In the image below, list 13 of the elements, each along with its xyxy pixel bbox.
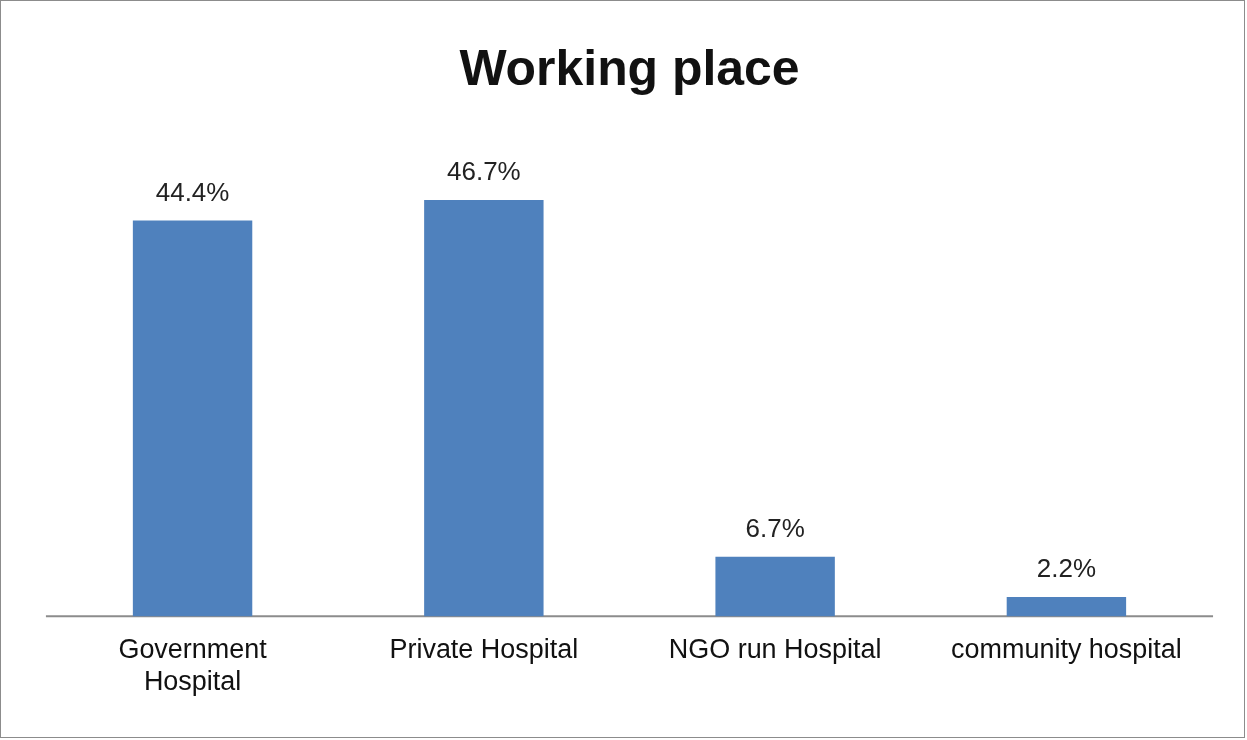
data-label: 44.4% [155, 177, 230, 206]
x-tick-label: NGO run Hospital [668, 634, 882, 665]
chart-title: Working place [459, 39, 800, 96]
x-tick-label: community hospital [951, 634, 1182, 665]
bar [424, 199, 544, 617]
data-label: 2.2% [1036, 554, 1096, 583]
bar [1006, 596, 1127, 617]
x-tick-label: Private Hospital [389, 634, 579, 665]
x-tick-label: Government Hospital [118, 634, 268, 697]
bar [132, 220, 253, 617]
bar [715, 556, 835, 617]
data-label: 46.7% [447, 157, 521, 186]
data-label: 6.7% [745, 514, 805, 542]
